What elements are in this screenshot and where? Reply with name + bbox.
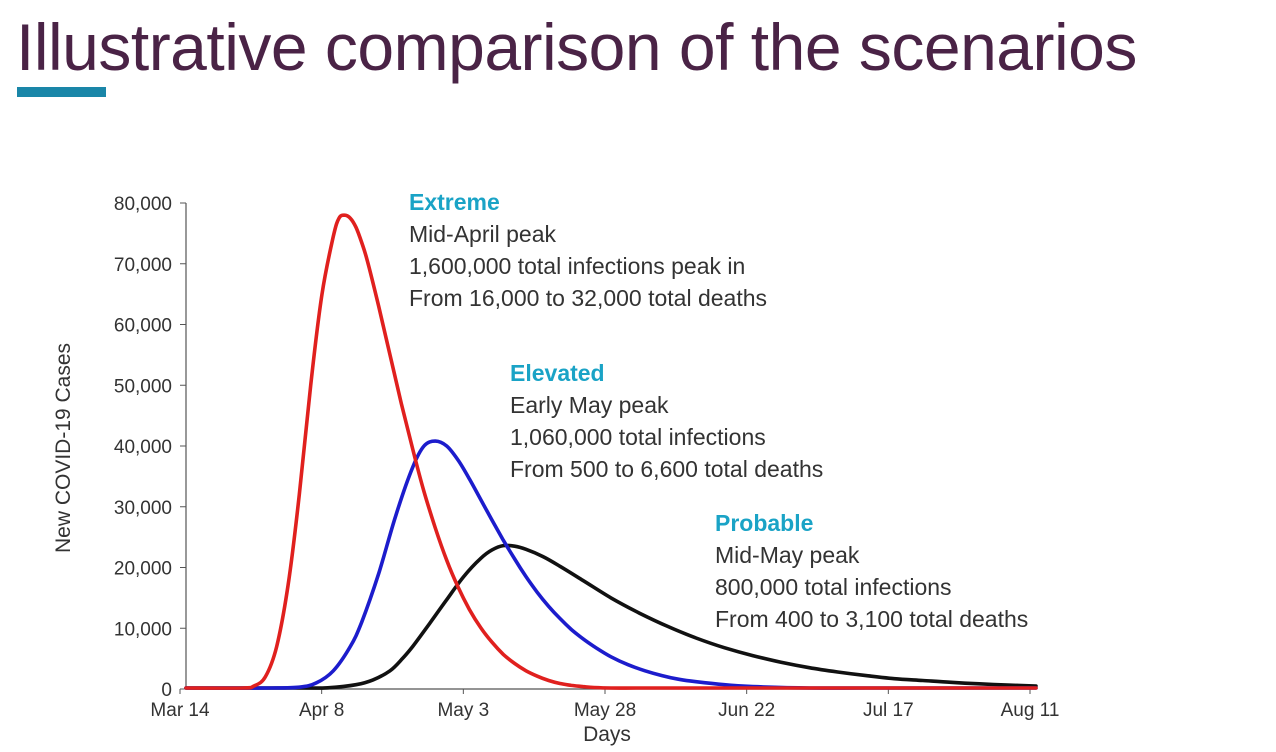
annotation-elevated: Elevated Early May peak 1,060,000 total … [510, 360, 823, 482]
series-line-extreme [184, 213, 1038, 690]
annotation-elevated-line-3: From 500 to 6,600 total deaths [510, 456, 823, 482]
annotation-extreme-line-1: Mid-April peak [409, 221, 556, 247]
x-tick-label: Mar 14 [150, 700, 210, 721]
annotation-extreme: Extreme Mid-April peak 1,600,000 total i… [409, 189, 767, 311]
x-tick-label: Aug 11 [1001, 700, 1060, 721]
series-line-elevated [184, 439, 1038, 690]
annotation-probable-title: Probable [715, 510, 813, 536]
y-tick-label: 10,000 [114, 619, 172, 640]
annotation-probable-line-3: From 400 to 3,100 total deaths [715, 606, 1028, 632]
annotation-probable-line-1: Mid-May peak [715, 542, 860, 568]
x-tick-label: Apr 8 [299, 700, 344, 721]
annotation-elevated-line-1: Early May peak [510, 392, 669, 418]
annotation-extreme-line-2: 1,600,000 total infections peak in [409, 253, 745, 279]
y-tick-label: 50,000 [114, 376, 172, 397]
x-tick-label: May 28 [574, 700, 636, 721]
x-tick-label: May 3 [437, 700, 489, 721]
series-lines [184, 213, 1038, 690]
y-tick-label: 80,000 [114, 194, 172, 215]
y-tick-label: 40,000 [114, 437, 172, 458]
y-tick-label: 20,000 [114, 559, 172, 580]
x-axis-title: Days [583, 723, 631, 746]
annotation-elevated-title: Elevated [510, 360, 605, 386]
title-accent-bar [17, 87, 106, 97]
y-axis-ticks: 0 10,000 20,000 30,000 40,000 50,000 60,000 70,… [114, 194, 186, 701]
series-line-probable [184, 543, 1038, 690]
x-tick-label: Jun 22 [718, 700, 775, 721]
annotation-probable: Probable Mid-May peak 800,000 total infe… [715, 510, 1028, 632]
annotation-elevated-line-2: 1,060,000 total infections [510, 424, 766, 450]
x-tick-label: Jul 17 [863, 700, 914, 721]
annotation-extreme-title: Extreme [409, 189, 500, 215]
y-axis-title: New COVID-19 Cases [52, 343, 75, 553]
y-tick-label: 70,000 [114, 255, 172, 276]
page-title: Illustrative comparison of the scenarios [16, 10, 1137, 84]
y-tick-label: 30,000 [114, 498, 172, 519]
annotation-probable-line-2: 800,000 total infections [715, 574, 952, 600]
y-tick-label: 0 [161, 680, 172, 701]
y-tick-label: 60,000 [114, 316, 172, 337]
x-axis-ticks: Mar 14 Apr 8 May 3 May 28 Jun 22 Jul 17 Aug 11 [150, 689, 1059, 721]
annotation-extreme-line-3: From 16,000 to 32,000 total deaths [409, 285, 767, 311]
